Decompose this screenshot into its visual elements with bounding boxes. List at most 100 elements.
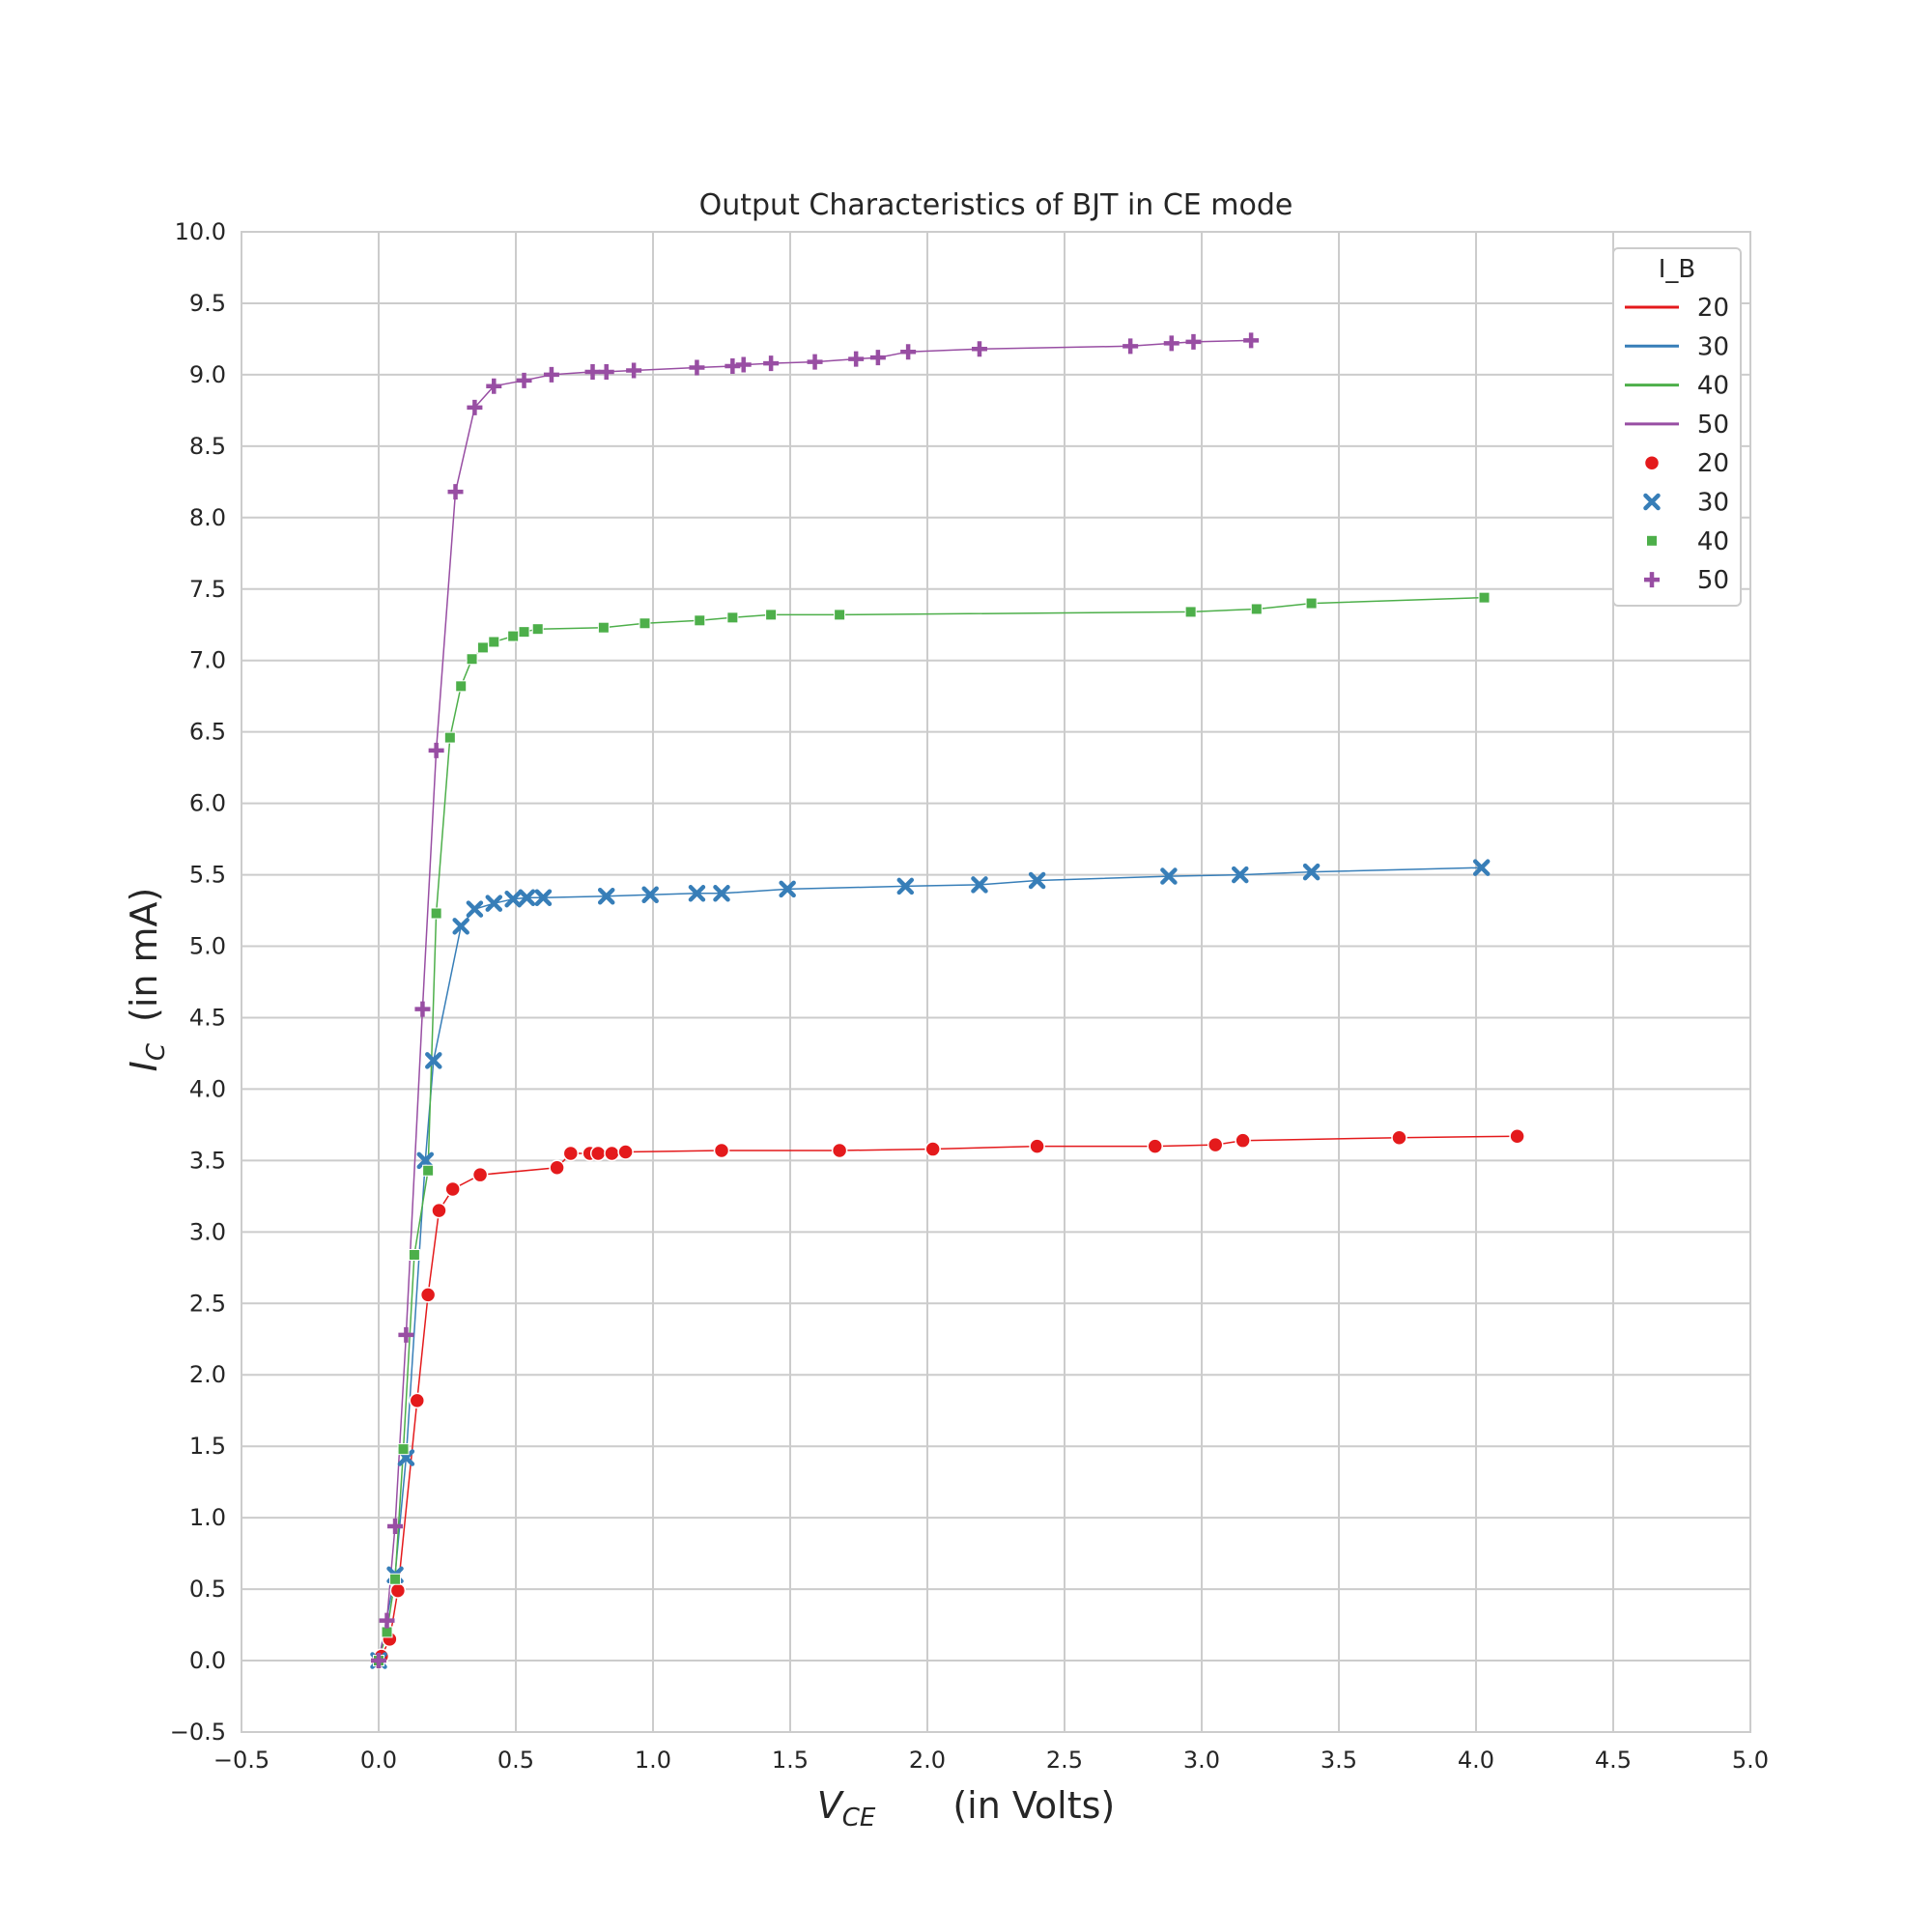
- data-point-20: [409, 1392, 426, 1409]
- data-point-20: [589, 1145, 607, 1162]
- data-point-30: [1028, 871, 1046, 890]
- data-point-40: [507, 630, 520, 642]
- data-point-30: [1302, 863, 1321, 881]
- data-point-50: [447, 484, 464, 500]
- x-tick-label: 1.5: [772, 1747, 809, 1774]
- y-tick-label: 4.5: [189, 1004, 226, 1031]
- x-tick-label: 3.0: [1183, 1747, 1220, 1774]
- legend-label: 30: [1697, 332, 1729, 361]
- x-tick-label: 2.0: [909, 1747, 946, 1774]
- y-tick-label: 2.0: [189, 1361, 226, 1388]
- data-point-50: [869, 350, 886, 366]
- data-point-20: [1147, 1138, 1163, 1154]
- y-axis-label: IC (in mA): [123, 888, 171, 1072]
- data-point-20: [389, 1582, 407, 1599]
- data-point-30: [416, 1151, 435, 1170]
- legend-marker-group: [1646, 534, 1658, 547]
- legend-label: 50: [1697, 566, 1729, 595]
- x-axis-unit: (in Volts): [952, 1784, 1115, 1827]
- data-point-20: [1509, 1127, 1525, 1145]
- data-point-50: [543, 366, 559, 383]
- data-point-50: [1243, 332, 1260, 349]
- data-point-20: [1207, 1136, 1224, 1153]
- data-point-20: [924, 1141, 941, 1157]
- data-point-20: [1391, 1129, 1407, 1146]
- data-point-30: [1232, 866, 1249, 884]
- data-point-30: [1472, 859, 1491, 876]
- y-tick-label: 5.5: [189, 862, 226, 889]
- x-tick-label: 2.5: [1046, 1747, 1083, 1774]
- data-point-40: [1478, 591, 1491, 604]
- y-tick-label: 9.5: [189, 290, 226, 317]
- data-point-50: [486, 378, 502, 394]
- data-point-30: [641, 886, 659, 904]
- data-point-40: [1250, 603, 1263, 615]
- series-points-50: [371, 332, 1260, 1669]
- data-point-40: [488, 636, 500, 648]
- data-point-40: [639, 617, 651, 630]
- data-point-50: [379, 1612, 395, 1629]
- data-point-40: [430, 907, 442, 920]
- legend-marker-50: [1644, 572, 1660, 588]
- x-tick-label: 0.0: [360, 1747, 397, 1774]
- data-point-50: [414, 1001, 431, 1017]
- data-point-30: [971, 876, 988, 894]
- data-point-20: [444, 1180, 461, 1198]
- data-point-20: [617, 1144, 634, 1160]
- data-point-40: [1305, 597, 1318, 610]
- data-point-30: [1160, 867, 1178, 885]
- legend-label: 30: [1697, 489, 1729, 518]
- x-axis-subscript: CE: [842, 1804, 876, 1833]
- data-point-30: [504, 890, 522, 908]
- x-tick-label: 4.0: [1458, 1747, 1494, 1774]
- legend-label: 20: [1697, 294, 1729, 323]
- data-point-40: [726, 611, 739, 624]
- data-point-20: [1235, 1132, 1251, 1149]
- legend-marker-group: [1643, 454, 1661, 471]
- y-tick-label: 1.0: [189, 1504, 226, 1531]
- data-point-20: [431, 1202, 447, 1219]
- data-point-50: [387, 1519, 404, 1535]
- data-point-40: [1184, 606, 1197, 618]
- plot-border: [241, 231, 1751, 1733]
- y-tick-label: 8.0: [189, 504, 226, 531]
- data-point-30: [485, 895, 503, 912]
- legend-marker-group: [1644, 572, 1660, 588]
- data-point-50: [900, 344, 917, 360]
- x-tick-label: 0.5: [497, 1747, 534, 1774]
- legend-frame: [1612, 247, 1742, 607]
- x-tick-label: −0.5: [213, 1747, 270, 1774]
- data-point-40: [397, 1443, 410, 1456]
- series-points-40: [373, 591, 1491, 1667]
- y-tick-label: 9.0: [189, 361, 226, 388]
- data-point-30: [452, 918, 469, 935]
- grid: [241, 231, 1751, 1733]
- data-point-40: [443, 731, 456, 744]
- legend-items: 20 30 40 50 20 30 40 50: [1625, 294, 1729, 595]
- legend: I_B 20 30 40 50 20 30 40 50: [1612, 247, 1742, 607]
- data-point-30: [713, 885, 730, 902]
- y-tick-label: 1.5: [189, 1433, 226, 1460]
- data-point-50: [598, 363, 614, 380]
- y-tick-label: 5.0: [189, 933, 226, 960]
- y-tick-label: 8.5: [189, 433, 226, 460]
- y-tick-label: 3.0: [189, 1218, 226, 1245]
- x-axis-symbol: V: [817, 1784, 845, 1827]
- y-axis-subscript: C: [142, 1042, 171, 1061]
- chart-title: Output Characteristics of BJT in CE mode: [699, 188, 1293, 222]
- data-point-50: [428, 742, 444, 758]
- data-point-50: [971, 341, 987, 357]
- data-point-30: [534, 889, 553, 906]
- legend-label: 40: [1697, 527, 1729, 556]
- legend-marker-group: [1643, 493, 1661, 511]
- data-point-40: [422, 1164, 435, 1177]
- legend-title: I_B: [1659, 255, 1696, 284]
- data-point-50: [467, 399, 483, 415]
- y-tick-label: 7.0: [189, 647, 226, 674]
- tick-labels: −0.5 0.0 0.5 1.0 1.5 2.0 2.5 3.0 3.5 4.0 4.5 5.0 −0.…: [170, 218, 1769, 1774]
- x-axis-label: VCE (in Volts): [817, 1784, 1116, 1833]
- legend-marker-20: [1643, 454, 1661, 471]
- data-point-20: [831, 1142, 848, 1159]
- y-tick-label: 7.5: [189, 576, 226, 603]
